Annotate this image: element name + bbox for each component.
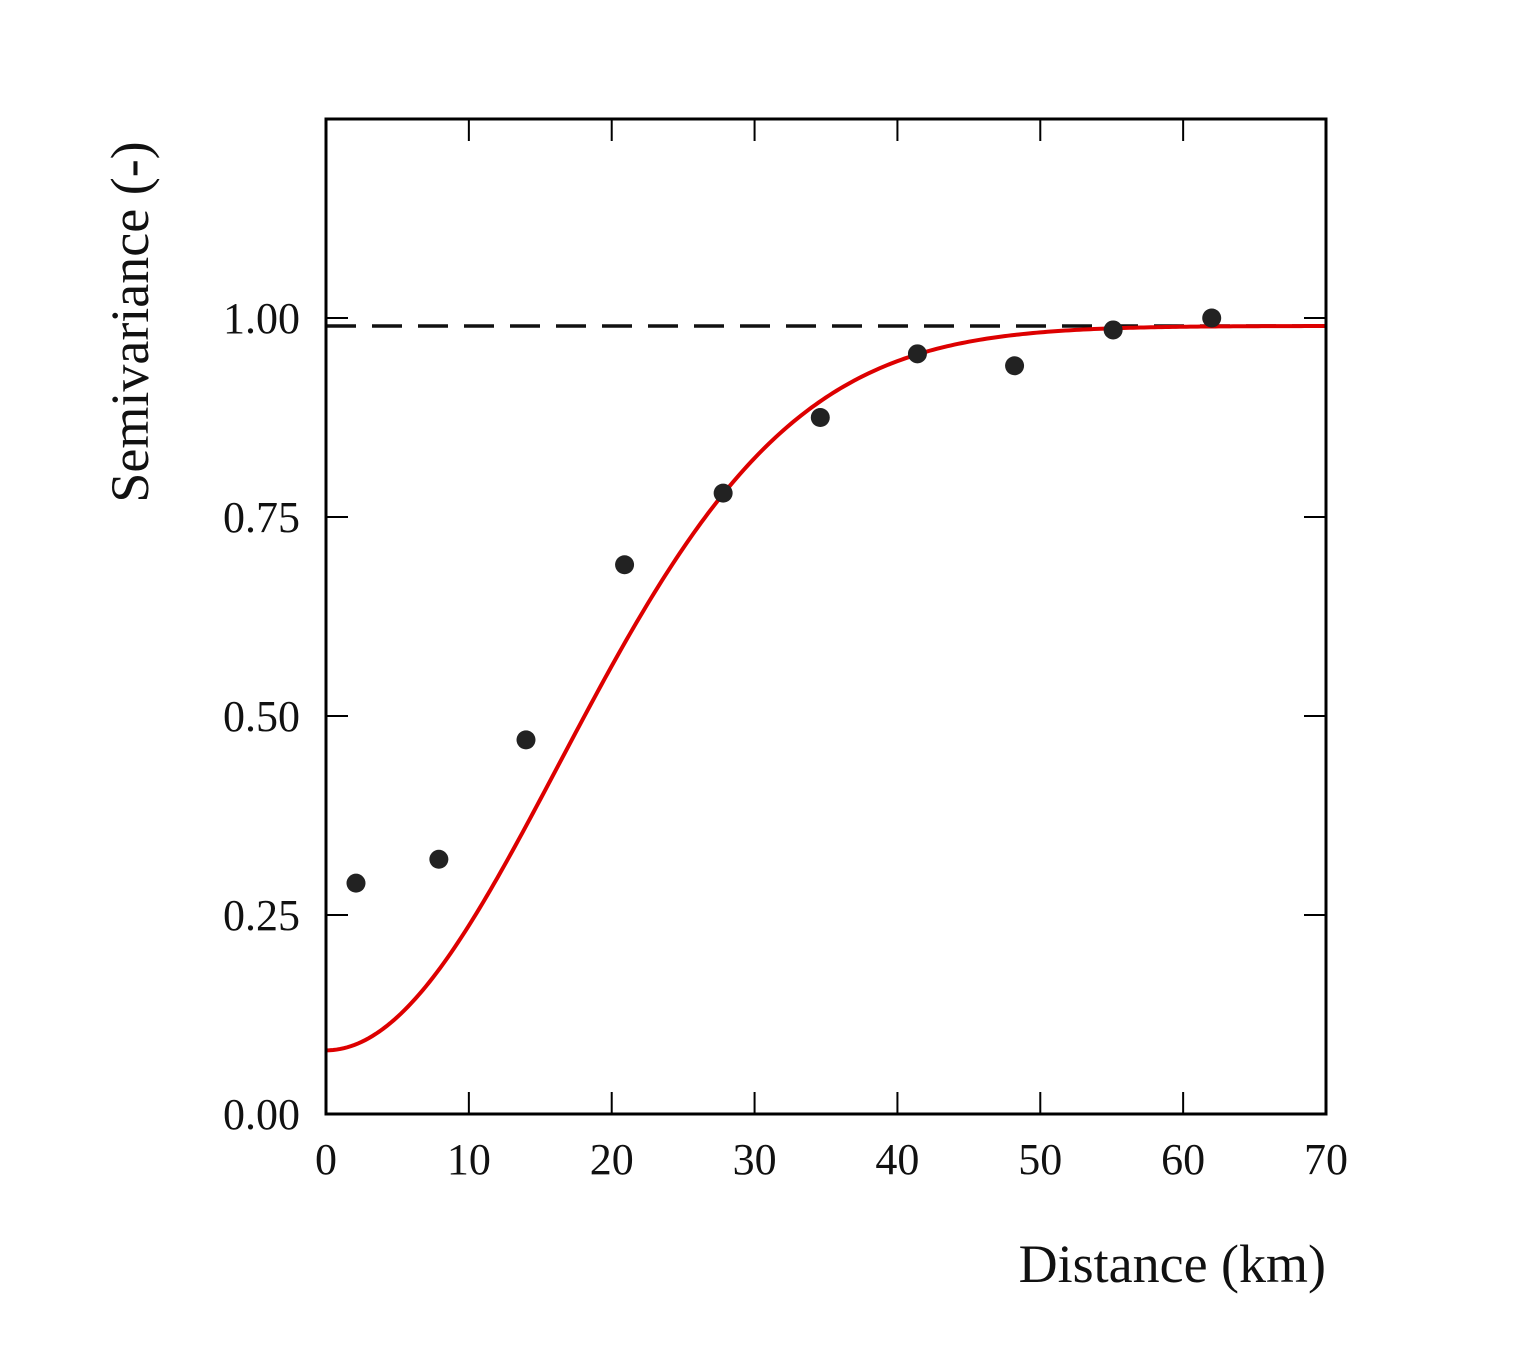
axis-ticks bbox=[325, 119, 1327, 1115]
fitted-model-curve bbox=[325, 324, 1326, 1053]
x-axis-title: Distance (km) bbox=[1019, 1234, 1326, 1294]
y-tick-label: 0.50 bbox=[223, 692, 300, 741]
x-tick-label: 50 bbox=[1018, 1135, 1062, 1184]
data-point bbox=[810, 408, 830, 427]
data-point bbox=[615, 555, 635, 575]
plot-frame bbox=[324, 117, 1328, 1116]
x-tick-label: 40 bbox=[875, 1135, 919, 1184]
data-point bbox=[1005, 356, 1025, 376]
x-tick-label: 30 bbox=[733, 1135, 777, 1184]
x-tick-label: 60 bbox=[1161, 1135, 1205, 1184]
x-tick-label: 20 bbox=[590, 1135, 634, 1184]
x-tick-label: 70 bbox=[1304, 1135, 1348, 1184]
data-point bbox=[907, 344, 927, 364]
data-point bbox=[713, 483, 733, 503]
x-tick-label: 10 bbox=[447, 1135, 491, 1184]
data-point bbox=[346, 873, 366, 893]
y-tick-label: 0.25 bbox=[223, 891, 300, 940]
data-points-layer bbox=[346, 308, 1222, 893]
y-tick-label: 1.00 bbox=[223, 294, 300, 343]
y-tick-label: 0.00 bbox=[223, 1090, 300, 1139]
fitted-curve-layer bbox=[325, 324, 1326, 1053]
y-tick-labels: 0.00 0.25 0.50 0.75 1.00 bbox=[223, 294, 300, 1139]
y-axis-title: Semivariance (-) bbox=[100, 141, 160, 502]
x-tick-label: 0 bbox=[315, 1135, 337, 1184]
data-point bbox=[429, 849, 449, 869]
y-tick-label: 0.75 bbox=[223, 493, 300, 542]
x-tick-labels: 0 10 20 30 40 50 60 70 bbox=[315, 1135, 1348, 1184]
data-point bbox=[1202, 308, 1222, 328]
data-point bbox=[1103, 320, 1123, 340]
data-point bbox=[516, 730, 536, 750]
